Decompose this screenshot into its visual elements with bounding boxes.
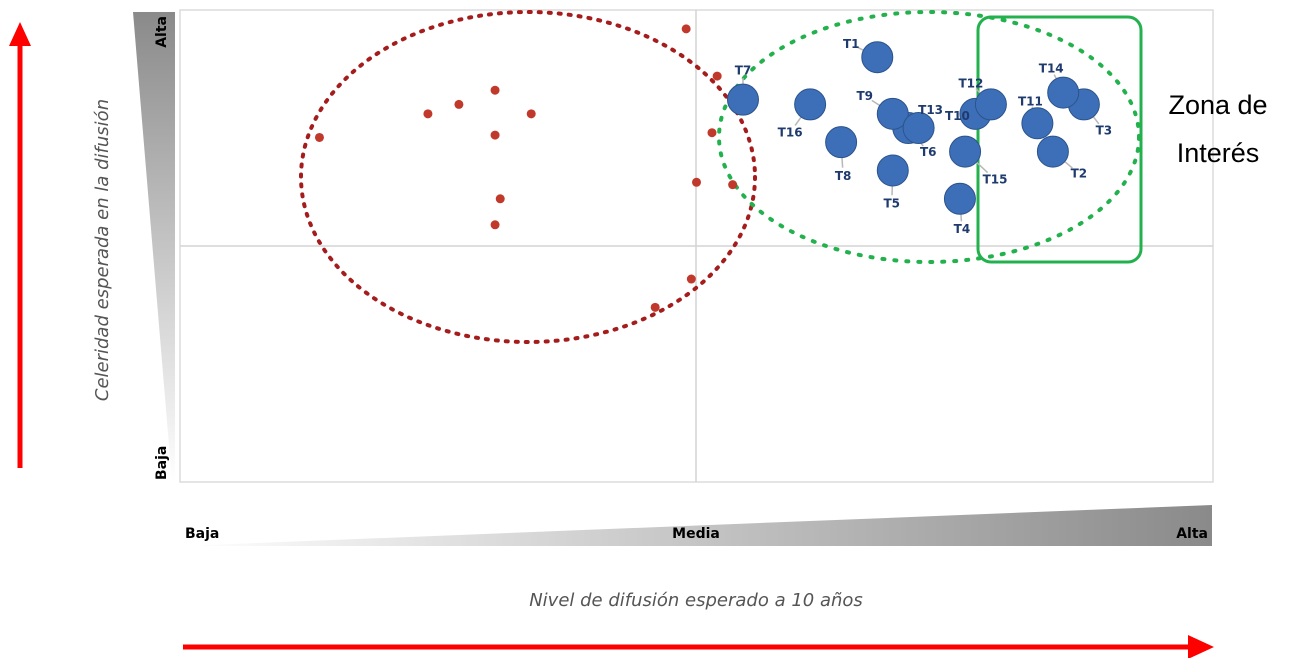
red-data-point xyxy=(490,130,500,140)
x-tick-label: Media xyxy=(672,526,720,542)
red-data-point xyxy=(728,180,738,190)
red-data-point xyxy=(423,109,433,119)
highlighted-data-point xyxy=(825,126,858,159)
point-label: T3 xyxy=(1096,123,1113,137)
y-tick-label: Alta xyxy=(154,16,170,48)
point-label: T11 xyxy=(1018,94,1043,108)
red-data-point xyxy=(490,220,500,230)
point-label: T6 xyxy=(920,145,937,159)
point-label: T15 xyxy=(983,173,1008,187)
point-label: T4 xyxy=(954,222,971,236)
red-data-point xyxy=(490,85,500,95)
highlighted-data-point xyxy=(876,154,909,187)
point-label: T12 xyxy=(958,76,983,90)
point-label: T2 xyxy=(1071,167,1088,181)
red-data-point xyxy=(692,177,701,187)
red-data-point xyxy=(454,99,464,109)
horizontal-arrow-head xyxy=(1188,635,1214,658)
zone-of-interest-label-line2: Interés xyxy=(1177,138,1260,168)
y-tick-label: Baja xyxy=(154,446,170,480)
highlighted-data-point xyxy=(949,135,982,168)
point-label: T5 xyxy=(883,196,900,210)
zone-of-interest-label-line1: Zona de xyxy=(1168,90,1267,120)
highlighted-data-point xyxy=(1021,107,1054,140)
highlighted-data-point xyxy=(726,83,759,116)
highlighted-data-point xyxy=(943,182,976,215)
red-data-point xyxy=(314,132,324,142)
red-data-point xyxy=(650,302,660,312)
x-axis-title: Nivel de difusión esperado a 10 años xyxy=(529,590,863,611)
x-tick-label: Baja xyxy=(185,526,219,542)
point-label: T8 xyxy=(835,169,852,183)
y-axis-gradient-wedge xyxy=(133,12,175,482)
red-data-point xyxy=(707,128,717,138)
highlighted-data-point xyxy=(1047,76,1080,109)
zone-of-interest-box xyxy=(976,15,1143,264)
point-label: T10 xyxy=(945,109,970,123)
x-axis-gradient-wedge xyxy=(182,505,1212,546)
green-cluster-ellipse xyxy=(717,10,1141,264)
highlighted-data-point xyxy=(794,88,827,121)
x-tick-label: Alta xyxy=(1176,526,1208,542)
highlighted-data-point xyxy=(876,97,909,130)
red-cluster-ellipse xyxy=(299,10,757,344)
red-data-point xyxy=(712,71,722,81)
highlighted-data-point xyxy=(1036,135,1069,168)
y-axis-title: Celeridad esperada en la difusión xyxy=(92,99,113,401)
highlighted-data-point xyxy=(902,112,935,144)
highlighted-data-point xyxy=(861,41,894,74)
red-data-point xyxy=(681,24,691,34)
highlighted-data-point xyxy=(974,88,1007,121)
point-label: T7 xyxy=(735,64,752,78)
red-data-point xyxy=(526,109,536,119)
point-label: T16 xyxy=(778,125,803,139)
red-data-point xyxy=(686,274,696,284)
point-label: T9 xyxy=(856,89,873,103)
point-label: T14 xyxy=(1039,62,1064,76)
red-data-point xyxy=(495,194,505,204)
point-label: T1 xyxy=(843,37,860,51)
point-label: T13 xyxy=(918,103,943,117)
vertical-arrow-head xyxy=(9,22,31,46)
